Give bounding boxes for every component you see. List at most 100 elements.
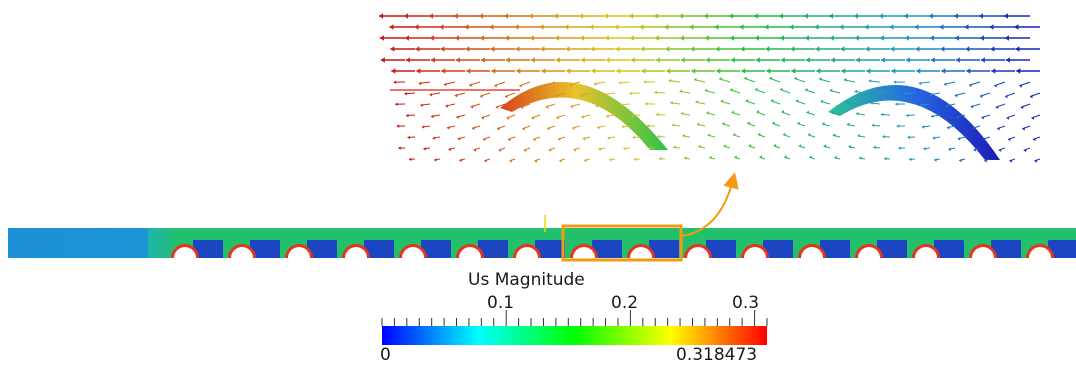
velocity-arrowhead <box>714 24 718 30</box>
velocity-arrowhead <box>756 110 759 114</box>
velocity-arrowhead <box>506 116 509 120</box>
velocity-arrowhead <box>530 35 534 41</box>
velocity-arrowhead <box>981 57 985 63</box>
velocity-arrowhead <box>505 35 509 41</box>
velocity-arrowhead <box>564 24 568 30</box>
velocity-arrowhead <box>780 35 784 41</box>
velocity-arrowhead <box>405 35 409 41</box>
velocity-arrowhead <box>783 133 786 137</box>
velocity-arrowhead <box>455 94 458 98</box>
velocity-arrowhead <box>380 35 384 41</box>
velocity-arrowhead <box>480 35 484 41</box>
velocity-arrowhead <box>655 35 659 41</box>
velocity-arrowhead <box>840 46 844 52</box>
velocity-arrowhead <box>881 113 884 117</box>
velocity-arrowhead <box>971 105 974 109</box>
colorbar-max-label: 0.318473 <box>676 347 757 364</box>
velocity-arrowhead <box>381 57 385 63</box>
velocity-arrowhead <box>505 95 508 99</box>
velocity-arrowhead <box>906 114 909 118</box>
velocity-arrowhead <box>790 46 794 52</box>
velocity-arrowhead <box>873 146 876 150</box>
velocity-arrowhead <box>664 24 668 30</box>
velocity-arrowhead <box>541 68 545 74</box>
velocity-arrowhead <box>789 24 793 30</box>
velocity-arrowhead <box>619 81 622 85</box>
obstacle-right-arch <box>828 85 1000 160</box>
velocity-arrowhead <box>423 147 426 151</box>
velocity-arrowhead <box>606 115 609 119</box>
velocity-arrowhead <box>672 123 675 127</box>
velocity-arrowhead <box>890 46 894 52</box>
velocity-arrowhead <box>524 149 527 153</box>
velocity-arrowhead <box>665 46 669 52</box>
velocity-arrowhead <box>799 144 802 148</box>
velocity-arrowhead <box>469 84 472 88</box>
velocity-arrowhead <box>679 13 683 19</box>
velocity-arrowhead <box>406 114 409 118</box>
velocity-arrowhead <box>645 102 648 106</box>
velocity-arrowhead <box>855 90 858 94</box>
velocity-arrowhead <box>681 57 685 63</box>
velocity-arrowhead <box>440 46 444 52</box>
colorbar-min-label: 0 <box>380 347 391 364</box>
velocity-arrowhead <box>1006 116 1009 120</box>
velocity-arrowhead <box>1030 95 1033 99</box>
velocity-arrowhead <box>833 133 836 137</box>
velocity-arrowhead <box>404 13 408 19</box>
velocity-arrowhead <box>729 13 733 19</box>
velocity-arrowhead <box>464 24 468 30</box>
velocity-arrowhead <box>980 94 983 98</box>
velocity-arrowhead <box>407 136 410 140</box>
velocity-arrowhead <box>829 13 833 19</box>
velocity-arrowhead <box>854 13 858 19</box>
velocity-arrowhead <box>844 78 847 82</box>
velocity-arrowhead <box>882 135 885 139</box>
velocity-arrowhead <box>416 68 420 74</box>
velocity-arrowhead <box>746 99 749 103</box>
velocity-arrowhead <box>948 148 951 152</box>
velocity-arrowhead <box>430 93 433 97</box>
velocity-arrowhead <box>781 57 785 63</box>
velocity-arrowhead <box>483 138 486 142</box>
colorbar-gradient <box>382 326 767 345</box>
velocity-arrowhead <box>794 77 797 81</box>
velocity-arrowhead <box>848 145 851 149</box>
velocity-arrowhead <box>490 46 494 52</box>
velocity-arrowhead <box>994 84 997 88</box>
velocity-arrowhead <box>415 46 419 52</box>
velocity-arrowhead <box>629 13 633 19</box>
velocity-arrowhead <box>1009 159 1012 163</box>
velocity-arrowhead <box>690 46 694 52</box>
velocity-arrowhead <box>1021 106 1024 110</box>
velocity-arrowhead <box>974 148 977 152</box>
velocity-arrowhead <box>579 13 583 19</box>
velocity-arrowhead <box>706 111 709 115</box>
velocity-arrowhead <box>430 35 434 41</box>
velocity-arrowhead <box>1015 46 1019 52</box>
velocity-arrowhead <box>659 157 662 161</box>
velocity-arrowhead <box>895 102 898 106</box>
velocity-arrowhead <box>864 24 868 30</box>
velocity-arrowhead <box>471 105 474 109</box>
velocity-arrowhead <box>969 83 972 87</box>
velocity-arrowhead <box>481 116 484 120</box>
velocity-arrowhead <box>930 35 934 41</box>
velocity-arrowhead <box>631 57 635 63</box>
velocity-arrowhead <box>856 57 860 63</box>
velocity-arrowhead <box>955 94 958 98</box>
velocity-arrowhead <box>494 84 497 88</box>
velocity-arrowhead <box>872 123 875 127</box>
velocity-arrowhead <box>931 57 935 63</box>
velocity-arrowhead <box>841 68 845 74</box>
velocity-arrowhead <box>906 57 910 63</box>
velocity-arrowhead <box>1022 127 1025 131</box>
velocity-arrowhead <box>632 136 635 140</box>
velocity-arrowhead <box>695 100 698 104</box>
velocity-arrowhead <box>922 125 925 128</box>
velocity-arrowhead <box>756 57 760 63</box>
velocity-arrowhead <box>804 13 808 19</box>
velocity-arrowhead <box>629 92 632 96</box>
velocity-arrowhead <box>644 80 647 84</box>
velocity-arrowhead <box>559 159 562 163</box>
